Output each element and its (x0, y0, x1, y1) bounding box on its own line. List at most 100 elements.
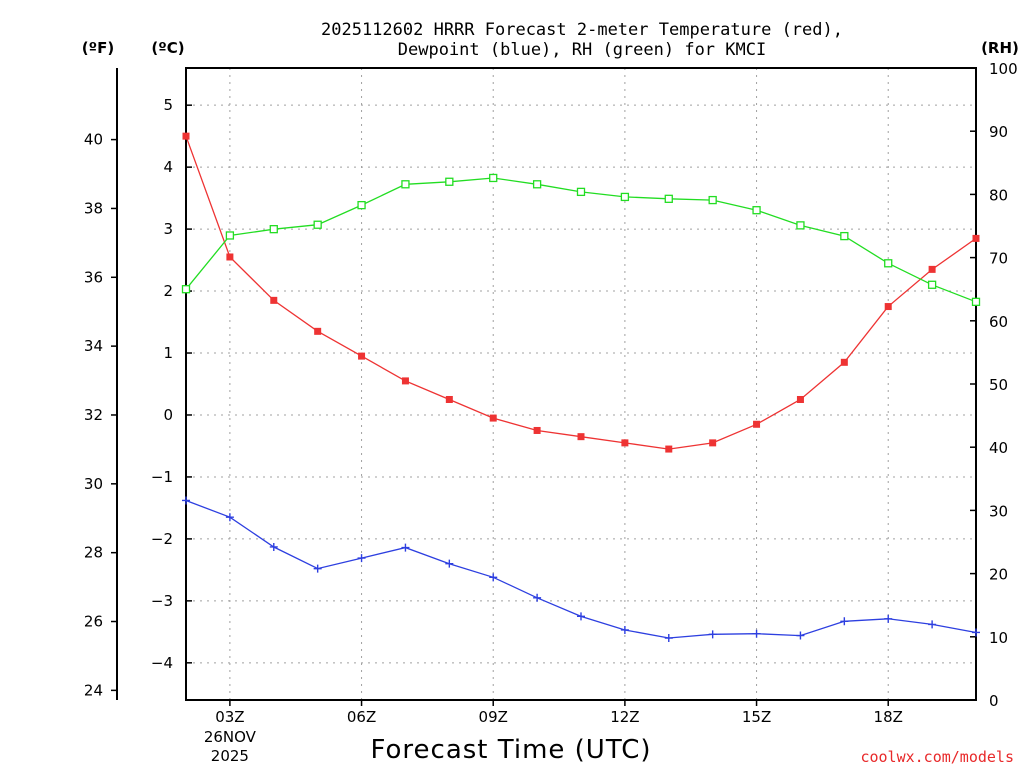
rh-tick-label: 80 (989, 186, 1008, 204)
celsius-tick-label: 3 (163, 220, 173, 238)
dewpoint-point (269, 542, 278, 551)
dewpoint-point (225, 513, 234, 522)
temperature-point (621, 439, 629, 447)
fahrenheit-tick-label: 32 (84, 406, 103, 424)
dewpoint-point (884, 614, 893, 623)
grid-lines (186, 68, 976, 700)
fahrenheit-tick-label: 36 (84, 268, 103, 286)
celsius-tick-label: 2 (163, 282, 173, 300)
chart-title-line-1: 2025112602 HRRR Forecast 2-meter Tempera… (321, 20, 843, 40)
temperature-point (182, 132, 190, 140)
dewpoint-point (796, 631, 805, 640)
celsius-tick-label: 0 (163, 406, 173, 424)
temperature-point (270, 296, 278, 304)
dewpoint-point (840, 617, 849, 626)
temperature-point (972, 234, 980, 242)
rh-tick-label: 50 (989, 376, 1008, 394)
rh-line (185, 177, 977, 303)
x-tick-label: 18Z (874, 708, 903, 726)
x-tick-label: 06Z (347, 708, 376, 726)
x-tick-label: 15Z (742, 708, 771, 726)
fahrenheit-tick-label: 38 (84, 199, 103, 217)
rh-point (401, 180, 410, 189)
temperature-point (358, 352, 366, 360)
temperature-point (533, 426, 541, 434)
rh-tick-label: 70 (989, 250, 1008, 268)
rh-tick-label: 0 (989, 692, 999, 710)
rh-tick-label: 90 (989, 123, 1008, 141)
fahrenheit-tick-label: 26 (84, 613, 103, 631)
dewpoint-point (664, 634, 673, 643)
x-year-label: 2025 (211, 747, 249, 765)
celsius-unit-label: (ºC) (151, 39, 184, 57)
dewpoint-point (928, 620, 937, 629)
dewpoint-point (972, 628, 980, 637)
chart-title-line-2: Dewpoint (blue), RH (green) for KMCI (398, 40, 766, 60)
temperature-point (445, 395, 453, 403)
dewpoint-point (401, 543, 410, 552)
dewpoint-point (445, 559, 454, 568)
dewpoint-point (752, 629, 761, 638)
celsius-tick-label: −1 (151, 468, 173, 486)
fahrenheit-tick-label: 30 (84, 475, 103, 493)
fahrenheit-unit-label: (ºF) (82, 39, 114, 57)
rh-point (840, 231, 849, 241)
rh-point (225, 231, 235, 240)
rh-point (313, 220, 322, 229)
celsius-tick-label: 1 (163, 344, 173, 362)
rh-point (752, 206, 761, 215)
temperature-point (665, 445, 673, 453)
dewpoint-point (313, 564, 322, 573)
fahrenheit-tick-label: 28 (84, 544, 103, 562)
dewpoint-point (708, 630, 717, 639)
rh-point (181, 285, 191, 294)
rh-point (269, 225, 278, 234)
temperature-point (401, 377, 409, 385)
rh-tick-label: 100 (989, 60, 1018, 78)
rh-point (884, 259, 893, 268)
plot-frame (185, 67, 977, 701)
dewpoint-point (620, 625, 629, 634)
x-axis-title: Forecast Time (UTC) (370, 735, 651, 765)
dewpoint-point (489, 573, 498, 582)
temperature-point (489, 414, 497, 422)
temperature-line (185, 135, 977, 450)
rh-point (357, 200, 366, 210)
rh-tick-label: 30 (989, 502, 1008, 520)
dewpoint-point (182, 496, 190, 505)
temperature-point (840, 358, 848, 366)
rh-point (445, 177, 454, 186)
temperature-point (314, 327, 322, 335)
rh-point (796, 221, 805, 230)
dewpoint-point (533, 593, 542, 602)
rh-unit-label: (RH) (981, 39, 1019, 57)
rh-point (708, 195, 717, 205)
fahrenheit-tick-label: 24 (84, 681, 103, 699)
rh-tick-label: 20 (989, 566, 1008, 584)
x-tick-label: 12Z (610, 708, 639, 726)
celsius-tick-label: 4 (163, 158, 173, 176)
rh-tick-label: 60 (989, 313, 1008, 331)
celsius-tick-label: −4 (151, 654, 173, 672)
rh-point (489, 173, 498, 183)
rh-point (576, 187, 586, 197)
x-tick-label: 09Z (479, 708, 508, 726)
temperature-point (884, 303, 892, 311)
dewpoint-point (577, 612, 585, 621)
celsius-tick-label: 5 (163, 96, 173, 114)
temperature-point (753, 420, 761, 428)
temperature-point (577, 433, 585, 441)
fahrenheit-tick-label: 34 (84, 337, 103, 355)
rh-point (620, 192, 630, 202)
rh-tick-label: 10 (989, 629, 1008, 647)
dewpoint-point (357, 554, 366, 563)
rh-point (664, 194, 673, 203)
temperature-point (226, 253, 234, 261)
credit-label: coolwx.com/models (860, 748, 1014, 766)
series-layer (181, 132, 981, 643)
fahrenheit-tick-label: 40 (84, 131, 103, 149)
rh-point (971, 297, 981, 306)
celsius-tick-label: −3 (151, 592, 173, 610)
